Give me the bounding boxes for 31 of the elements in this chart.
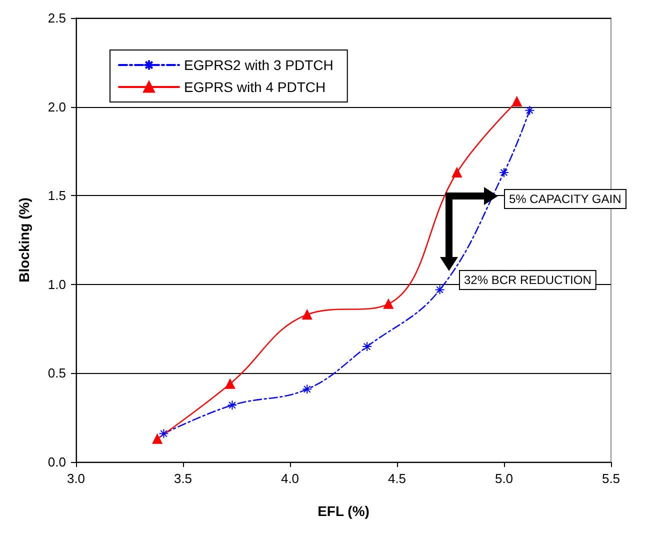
point [499,168,509,178]
y-tick-label: 0.5 [48,366,66,381]
annotation: 5% CAPACITY GAIN [509,192,622,206]
point [512,96,522,106]
point [362,342,372,352]
y-tick-label: 1.0 [48,276,66,292]
point [225,378,236,389]
point [524,105,535,116]
y-axis-title: Blocking (%) [16,198,32,282]
y-tick-label: 2.5 [48,10,66,26]
y-tick-label: 2.0 [48,99,66,114]
y-tick-label: 0.0 [48,454,66,470]
point [452,168,462,178]
point [152,434,162,444]
x-tick-label: 5.5 [602,471,620,486]
x-tick-label: 5.0 [494,471,514,486]
legend-label: EGPRS with 4 PDTCH [184,79,326,95]
point [302,384,312,394]
legend-label: EGPRS2 with 3 PDTCH [184,57,334,73]
x-tick-label: 3.5 [174,471,192,486]
point [158,428,169,439]
point [434,284,445,295]
x-axis-title: EFL (%) [318,503,370,519]
y-tick-label: 1.5 [48,188,66,204]
point [383,298,394,309]
x-tick-label: 4.0 [280,471,300,486]
x-tick-label: 3.0 [66,471,86,486]
point [302,310,312,320]
annotation: 32% BCR REDUCTION [464,273,592,287]
point [227,400,238,410]
x-tick-label: 4.5 [388,471,406,486]
